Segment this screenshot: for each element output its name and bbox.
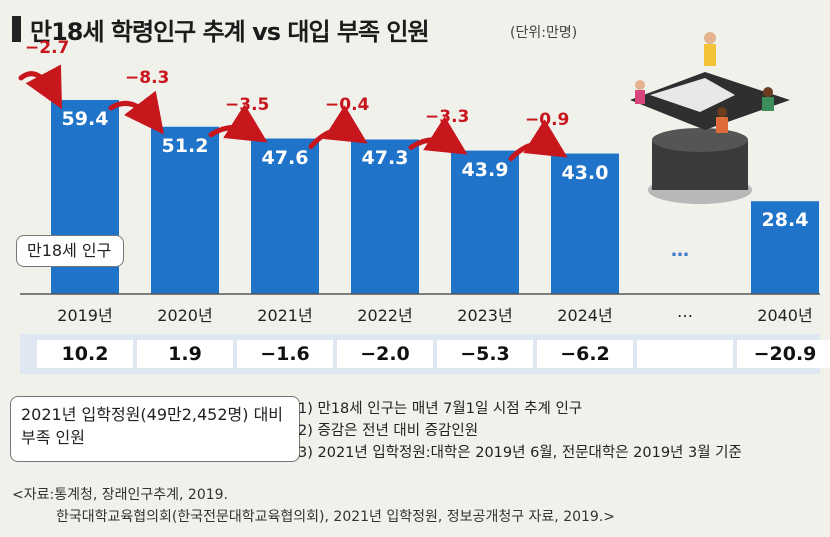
bar-value-label: 51.2: [161, 134, 209, 157]
change-label: −3.5: [225, 94, 270, 115]
x-tick-label: 2024년: [557, 306, 613, 325]
unit-label: (단위:만명): [510, 25, 578, 41]
footnote-1: 1) 만18세 인구는 매년 7월1일 시점 추계 인구: [298, 401, 583, 417]
shortfall-cell: −20.9: [737, 340, 830, 368]
change-arrow: [408, 116, 468, 155]
bar: [151, 126, 219, 294]
x-tick-label: 2021년: [257, 306, 313, 325]
change-arrow: [208, 104, 268, 143]
bar-value-label: 43.9: [461, 158, 509, 181]
change-arrow: [18, 64, 63, 110]
footnotes: 1) 만18세 인구는 매년 7월1일 시점 추계 인구 2) 증감은 전년 대…: [298, 398, 742, 464]
bar-value-label: 47.6: [261, 146, 309, 169]
shortfall-cell: 1.9: [137, 340, 233, 368]
change-label: −8.3: [125, 67, 170, 88]
title-marker: [12, 16, 21, 42]
x-tick-label: 2022년: [357, 306, 413, 325]
shortfall-legend-callout: 2021년 입학정원(49만2,452명) 대비 부족 인원: [10, 396, 300, 462]
source-line-1: <자료:통계청, 장래인구추계, 2019.: [12, 487, 229, 503]
bar: [451, 150, 519, 294]
shortfall-cell: −2.0: [337, 340, 433, 368]
bar: [251, 138, 319, 294]
bar-value-label: 43.0: [561, 161, 609, 184]
change-arrow: [108, 90, 165, 135]
source-line-2: 한국대학교육협의회(한국전문대학교육협의회), 2021년 입학정원, 정보공개…: [56, 509, 616, 525]
change-arrow: [508, 119, 568, 162]
x-tick-label: …: [677, 302, 693, 321]
bar-value-label: 28.4: [761, 209, 809, 232]
footnote-2: 2) 증감은 전년 대비 증감인원: [298, 423, 479, 439]
shortfall-legend-text: 2021년 입학정원(49만2,452명) 대비 부족 인원: [21, 405, 284, 447]
shortfall-cell: [637, 340, 733, 368]
bar: [751, 201, 819, 294]
x-tick-label: 2040년: [757, 306, 813, 325]
population-legend-callout: 만18세 인구: [16, 235, 124, 267]
change-label: −3.3: [425, 106, 470, 127]
gap-ellipsis: …: [671, 240, 691, 261]
bar: [351, 139, 419, 294]
change-label: −0.9: [525, 109, 570, 130]
population-legend-text: 만18세 인구: [27, 241, 112, 260]
shortfall-cell: 10.2: [37, 340, 133, 368]
shortfall-cell: −1.6: [237, 340, 333, 368]
source-note: <자료:통계청, 장래인구추계, 2019. 한국대학교육협의회(한국전문대학교…: [12, 484, 615, 528]
change-arrow: [308, 105, 368, 150]
shortfall-cell: −5.3: [437, 340, 533, 368]
footnote-3: 3) 2021년 입학정원:대학은 2019년 6월, 전문대학은 2019년 …: [298, 445, 742, 461]
x-tick-label: 2023년: [457, 306, 513, 325]
graduation-cap-students-illustration: [630, 32, 790, 204]
change-label: −0.4: [325, 95, 370, 116]
x-tick-label: 2019년: [57, 306, 113, 325]
chart-title: 만18세 학령인구 추계 vs 대입 부족 인원: [30, 18, 430, 46]
change-label: −2.7: [25, 37, 70, 58]
bar-value-label: 47.3: [361, 147, 409, 170]
shortfall-cell: −6.2: [537, 340, 633, 368]
bar: [551, 153, 619, 294]
bar-value-label: 59.4: [61, 107, 109, 130]
x-tick-label: 2020년: [157, 306, 213, 325]
